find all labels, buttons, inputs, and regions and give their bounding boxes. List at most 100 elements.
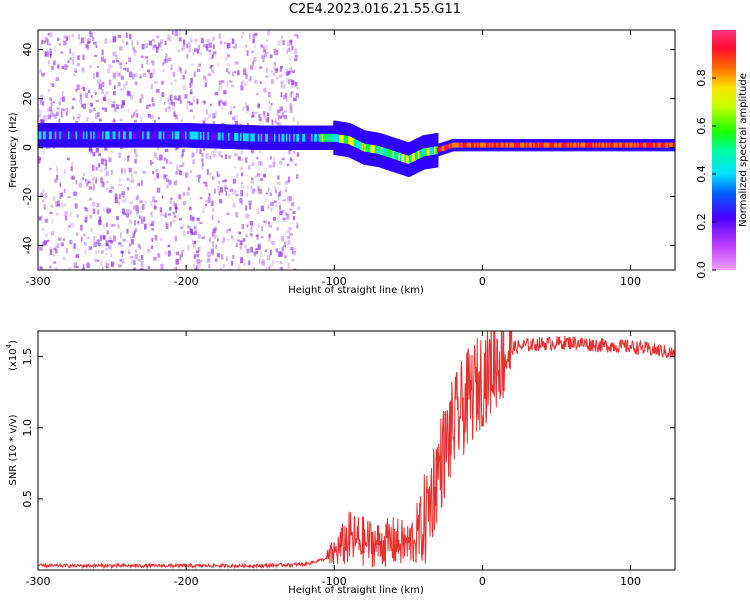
spectrogram-noise-mark [66,65,69,68]
spectrogram-noise-mark [211,231,215,237]
spectrogram-noise-mark [277,194,280,201]
spectrogram-core-mark [183,131,187,140]
spectrogram-noise-mark [173,200,176,207]
spectrogram-noise-mark [60,202,64,208]
spectrogram-core-mark [616,142,619,148]
spectrogram-noise-mark [71,175,75,180]
spectrogram-noise-mark [256,92,259,96]
spectrogram-noise-mark [201,236,205,239]
spectrogram-noise-mark [235,211,238,217]
spectrogram-noise-mark [49,249,53,255]
spectrogram-noise-mark [196,250,199,254]
spectrogram-noise-mark [178,95,182,101]
spectrogram-noise-mark [196,217,200,221]
spectrogram-noise-mark [296,120,299,126]
spectrogram-core-mark [112,131,116,140]
spectrogram-noise-mark [211,69,214,74]
spectrogram-noise-mark [193,241,197,245]
spectrogram-noise-mark [167,98,170,102]
spectrogram-core-mark [128,131,132,140]
spectrogram-core-mark [78,131,81,140]
spectrogram-noise-mark [229,188,233,192]
spectrogram-core-mark [331,133,335,142]
spectrogram-noise-mark [268,187,270,192]
spectrogram-noise-mark [67,196,71,199]
spectrogram-noise-mark [74,203,78,209]
spectrogram-noise-mark [245,193,248,198]
spectrogram-noise-mark [159,237,163,241]
spectrogram-noise-mark [95,177,98,183]
spectrogram-noise-mark [76,62,80,67]
spectrogram-core-mark [436,147,440,153]
spectrogram-core-mark [201,131,204,140]
spectrogram-noise-mark [220,154,224,158]
spectrogram-core-mark [399,153,403,162]
spectrogram-core-mark [127,131,130,140]
spectrogram-noise-mark [164,58,169,64]
spectrogram-noise-mark [99,235,102,242]
spectrogram-noise-mark [86,262,90,268]
spectrogram-noise-mark [84,217,88,223]
spectrogram-noise-mark [294,33,298,37]
spectrogram-noise-mark [67,60,70,64]
spectrogram-noise-mark [93,73,95,80]
spectrogram-noise-mark [75,70,77,73]
spectrogram-noise-mark [232,38,235,44]
spectrogram-core-mark [355,139,358,148]
spectrogram-core-mark [533,142,536,148]
spectrogram-noise-mark [174,203,178,210]
spectrogram-core-mark [39,131,43,140]
spectrogram-noise-mark [125,67,128,72]
spectrogram-noise-mark [256,173,261,177]
spectrogram-noise-mark [121,208,125,214]
spectrogram-noise-mark [179,170,183,176]
spectrogram-noise-mark [245,44,248,48]
spectrogram-core-mark [476,142,480,148]
spectrogram-noise-mark [195,175,199,178]
y-tick-label: 20 [21,92,34,106]
spectrogram-noise-mark [179,165,183,168]
spectrogram-noise-mark [205,152,209,159]
spectrogram-noise-mark [122,103,125,108]
spectrogram-core-mark [62,131,65,140]
spectrogram-noise-mark [125,213,130,218]
spectrogram-core-mark [284,133,287,142]
spectrogram-core-mark [462,142,465,148]
spectrogram-noise-mark [269,249,272,256]
spectrogram-noise-mark [279,251,283,257]
spectrogram-core-mark [497,142,501,148]
spectrogram-noise-mark [258,116,262,122]
spectrogram-noise-mark [214,92,219,96]
spectrogram-noise-mark [261,55,265,59]
spectrogram-noise-mark [50,112,54,118]
colorbar-tick-label: 0.2 [695,213,708,231]
spectrogram-noise-mark [50,101,54,107]
spectrogram-core-mark [198,131,201,140]
x-tick-label: -100 [322,575,347,588]
spectrogram-core-mark [244,133,247,142]
spectrogram-core-mark [589,142,593,148]
spectrogram-noise-mark [185,172,188,179]
spectrogram-noise-mark [79,99,83,104]
spectrogram-noise-mark [240,85,244,91]
spectrogram-noise-mark [172,71,176,77]
spectrogram-noise-mark [283,255,287,259]
spectrogram-noise-mark [61,65,64,69]
spectrogram-noise-mark [164,174,167,179]
spectrogram-noise-mark [151,237,154,242]
spectrogram-noise-mark [108,99,111,105]
spectrogram-core-mark [334,134,338,142]
spectrogram-noise-mark [215,234,219,240]
spectrogram-noise-mark [66,157,70,161]
spectrogram-noise-mark [113,119,116,125]
spectrogram-noise-mark [258,188,263,194]
spectrogram-core-mark [256,133,259,142]
spectrogram-noise-mark [286,163,290,167]
spectrogram-core-mark [51,131,55,140]
spectrogram-core-mark [478,142,481,148]
spectrogram-core-mark [454,142,458,148]
spectrogram-noise-mark [263,87,267,93]
spectrogram-core-mark [152,131,156,140]
spectrogram-noise-mark [57,118,61,122]
